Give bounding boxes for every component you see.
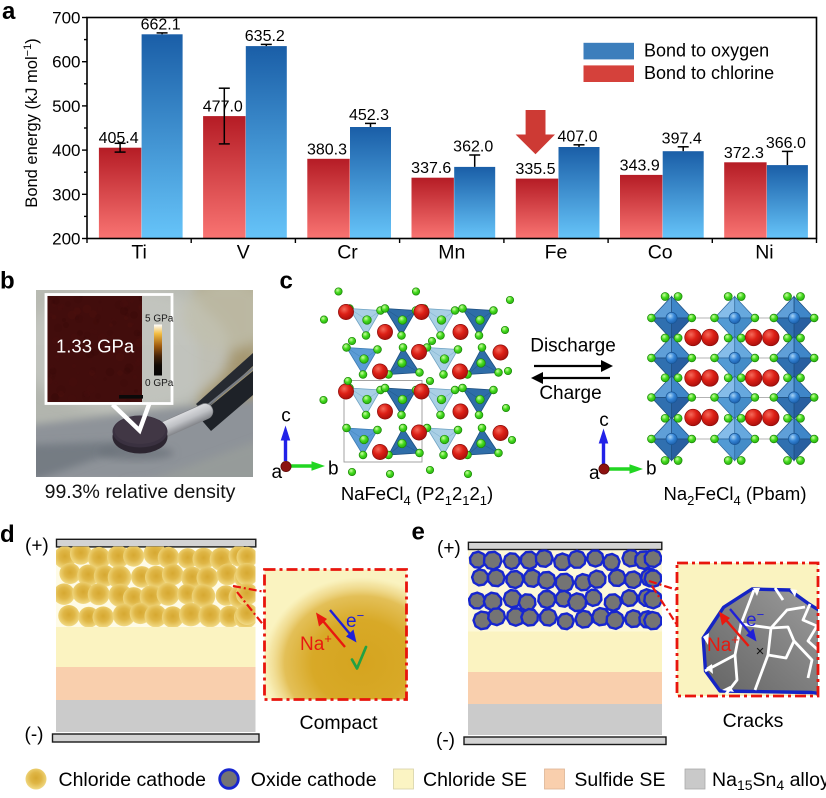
svg-text:(+): (+) <box>437 538 461 559</box>
svg-text:635.2: 635.2 <box>245 28 285 45</box>
svg-text:335.5: 335.5 <box>515 161 555 178</box>
svg-text:Sulfide SE: Sulfide SE <box>574 769 665 791</box>
svg-text:397.4: 397.4 <box>662 130 702 147</box>
svg-text:600: 600 <box>52 53 80 72</box>
svg-text:300: 300 <box>52 185 80 204</box>
svg-text:b: b <box>328 459 339 480</box>
svg-text:405.4: 405.4 <box>99 130 139 147</box>
svg-text:Bond to oxygen: Bond to oxygen <box>644 40 769 60</box>
svg-text:b: b <box>646 459 657 480</box>
svg-text:Chloride cathode: Chloride cathode <box>59 769 206 791</box>
svg-text:400: 400 <box>52 141 80 160</box>
svg-text:Discharge: Discharge <box>530 336 616 357</box>
svg-text:Ni: Ni <box>755 242 773 264</box>
svg-text:Fe: Fe <box>545 242 568 264</box>
svg-text:380.3: 380.3 <box>307 141 347 158</box>
svg-text:Charge: Charge <box>539 383 601 404</box>
svg-text:Ti: Ti <box>131 242 147 264</box>
svg-text:a: a <box>589 463 600 484</box>
svg-text:5 GPa: 5 GPa <box>145 314 174 325</box>
svg-text:662.1: 662.1 <box>141 16 181 33</box>
svg-text:200: 200 <box>52 230 80 249</box>
svg-text:(-): (-) <box>436 730 455 751</box>
svg-text:Chloride SE: Chloride SE <box>423 769 527 791</box>
svg-text:477.0: 477.0 <box>203 99 243 116</box>
svg-text:500: 500 <box>52 97 80 116</box>
svg-text:×: × <box>756 643 765 660</box>
svg-text:Compact: Compact <box>299 712 378 734</box>
svg-text:372.3: 372.3 <box>724 145 764 162</box>
svg-text:Cracks: Cracks <box>723 710 784 732</box>
svg-text:c: c <box>280 268 293 295</box>
svg-text:1.33 GPa: 1.33 GPa <box>56 336 135 357</box>
svg-text:(-): (-) <box>25 725 44 746</box>
svg-text:Bond to chlorine: Bond to chlorine <box>644 63 774 83</box>
svg-text:e: e <box>412 519 425 546</box>
svg-text:Bond energy (kJ mol−1): Bond energy (kJ mol−1) <box>22 38 41 207</box>
svg-text:c: c <box>281 406 291 427</box>
svg-text:d: d <box>0 521 15 548</box>
svg-text:700: 700 <box>52 9 80 28</box>
svg-text:Cr: Cr <box>337 242 358 264</box>
svg-text:Mn: Mn <box>438 242 465 264</box>
svg-text:b: b <box>0 268 15 295</box>
svg-text:452.3: 452.3 <box>349 107 389 124</box>
svg-text:c: c <box>599 410 609 431</box>
svg-text:Na15Sn4 alloy: Na15Sn4 alloy <box>712 769 826 793</box>
svg-text:0 GPa: 0 GPa <box>145 378 174 389</box>
svg-text:99.3% relative density: 99.3% relative density <box>45 481 236 503</box>
svg-text:a: a <box>272 462 283 483</box>
svg-text:Co: Co <box>648 242 673 264</box>
svg-text:a: a <box>2 0 16 25</box>
svg-text:407.0: 407.0 <box>557 128 597 145</box>
svg-text:343.9: 343.9 <box>620 157 660 174</box>
svg-text:(+): (+) <box>25 536 49 557</box>
svg-text:Oxide cathode: Oxide cathode <box>251 769 377 791</box>
svg-text:362.0: 362.0 <box>453 139 493 156</box>
svg-text:366.0: 366.0 <box>766 135 806 152</box>
svg-text:V: V <box>237 242 250 264</box>
svg-text:337.6: 337.6 <box>411 160 451 177</box>
